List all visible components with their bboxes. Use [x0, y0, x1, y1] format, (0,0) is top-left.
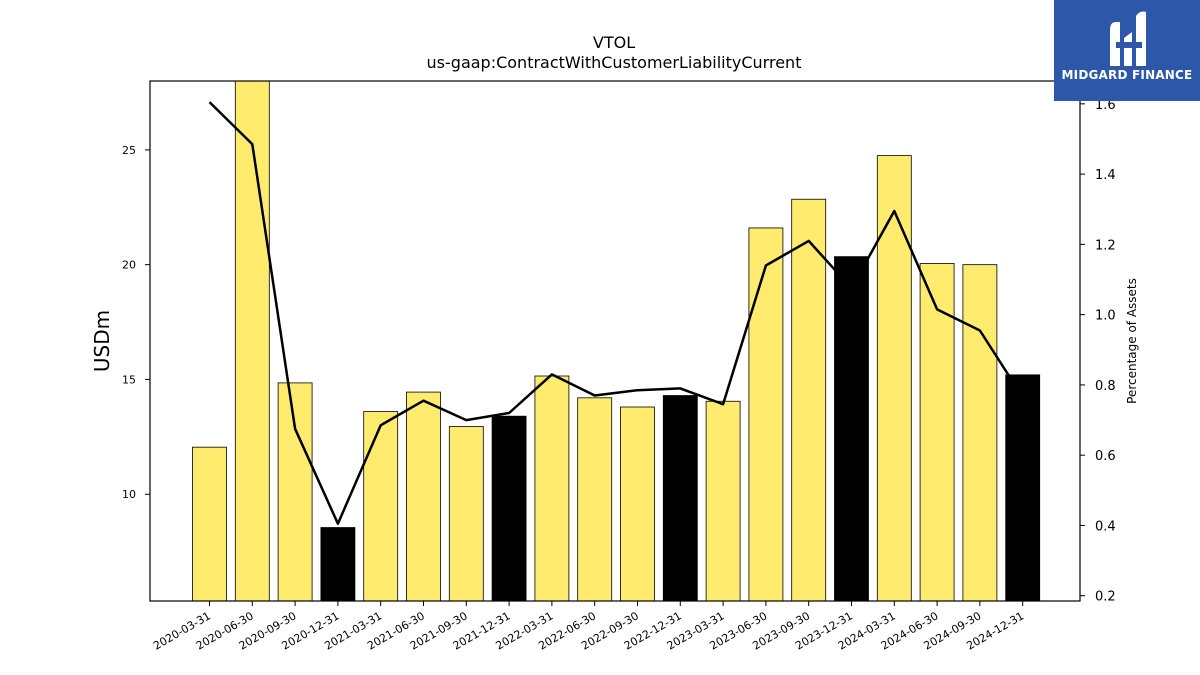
bar: [277, 382, 313, 602]
bar: [919, 263, 955, 602]
bar: [662, 395, 698, 602]
brand-name: MIDGARD FINANCE: [1061, 68, 1193, 82]
brand-logo: MIDGARD FINANCE: [1054, 0, 1200, 101]
bar: [192, 446, 227, 602]
bar: [791, 198, 827, 602]
bar: [234, 80, 270, 602]
bar: [705, 400, 741, 602]
bar: [1005, 374, 1041, 602]
y2-tick-label: 0.2: [1095, 590, 1116, 605]
bar: [834, 256, 869, 602]
y2-tick-label: 0.8: [1095, 379, 1116, 394]
bar: [363, 411, 399, 602]
bar: [534, 375, 570, 602]
y-tick-label: 25: [122, 144, 136, 157]
y2-tick-label: 1.2: [1095, 238, 1116, 253]
bar: [962, 264, 998, 602]
bar: [876, 155, 912, 602]
line-series: [208, 101, 1024, 525]
y2-tick-label: 0.4: [1095, 519, 1116, 534]
bar: [406, 391, 441, 602]
chart-title: VTOL: [593, 33, 635, 52]
bar: [491, 415, 527, 602]
bar: [320, 527, 356, 602]
chart-subtitle: us-gaap:ContractWithCustomerLiabilityCur…: [427, 53, 802, 72]
bar: [620, 406, 655, 602]
bar: [577, 397, 613, 602]
y2-tick-label: 1.0: [1095, 309, 1116, 324]
brand-logo-icon: [1110, 11, 1146, 66]
y2-tick-label: 0.6: [1095, 449, 1116, 464]
bar: [748, 227, 784, 602]
y-tick-label: 20: [122, 259, 136, 272]
y-tick-label: 10: [122, 488, 136, 501]
bar: [448, 426, 484, 602]
y-tick-label: 15: [122, 373, 136, 386]
y2-tick-label: 1.4: [1095, 168, 1116, 183]
y-axis-label: USDm: [90, 310, 114, 372]
y2-tick-label: 1.6: [1095, 98, 1116, 113]
plot-frame: [149, 80, 1081, 602]
y2-axis-label: Percentage of Assets: [1125, 278, 1139, 404]
